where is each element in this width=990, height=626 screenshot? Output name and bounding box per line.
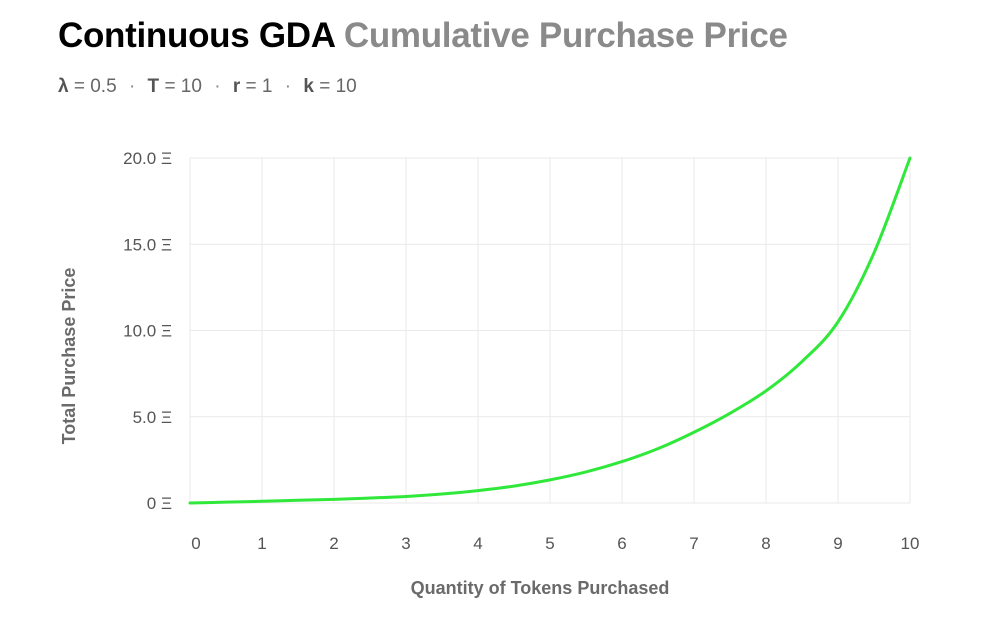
param-separator: · (214, 76, 221, 97)
y-tick-label: 0 Ξ (147, 494, 172, 513)
param-r-value: = 1 (245, 76, 273, 97)
x-axis-label: Quantity of Tokens Purchased (411, 578, 670, 598)
y-tick-label: 10.0 Ξ (123, 322, 172, 341)
param-r-symbol: r (232, 76, 241, 97)
series-layer (188, 156, 912, 505)
x-tick-label: 0 (191, 534, 200, 553)
x-tick-label: 7 (689, 534, 698, 553)
chart-title: Continuous GDA Cumulative Purchase Price (58, 16, 788, 56)
x-tick-label: 3 (401, 534, 410, 553)
grid-lines (189, 157, 911, 504)
x-tick-label: 10 (901, 534, 920, 553)
title-main: Continuous GDA (58, 16, 335, 55)
cumulative-price-line (188, 156, 912, 505)
title-sub: Cumulative Purchase Price (343, 16, 788, 55)
param-k-value: = 10 (319, 76, 357, 97)
x-tick-label: 8 (761, 534, 770, 553)
param-t-value: = 10 (164, 76, 202, 97)
param-lambda-value: = 0.5 (73, 76, 117, 97)
x-tick-label: 5 (545, 534, 554, 553)
tick-labels: 0 1 2 3 4 5 6 7 8 9 10 0 Ξ 5.0 Ξ 10.0 Ξ 15.0 Ξ 20.0 Ξ (123, 149, 919, 553)
param-lambda-symbol: λ (58, 76, 69, 97)
y-tick-label: 5.0 Ξ (133, 408, 172, 427)
x-tick-label: 2 (329, 534, 338, 553)
param-t-symbol: T (147, 76, 160, 97)
x-tick-label: 6 (617, 534, 626, 553)
param-separator: · (284, 76, 292, 97)
x-tick-label: 9 (833, 534, 842, 553)
parameter-line: λ = 0.5 · T = 10 · r = 1 · k = 10 (58, 76, 357, 98)
param-separator: · (128, 76, 136, 97)
y-tick-label: 20.0 Ξ (123, 149, 172, 168)
x-tick-label: 4 (473, 534, 482, 553)
y-axis-label: Total Purchase Price (59, 268, 79, 445)
x-tick-label: 1 (257, 534, 266, 553)
y-tick-label: 15.0 Ξ (123, 235, 172, 254)
param-k-symbol: k (303, 76, 314, 97)
